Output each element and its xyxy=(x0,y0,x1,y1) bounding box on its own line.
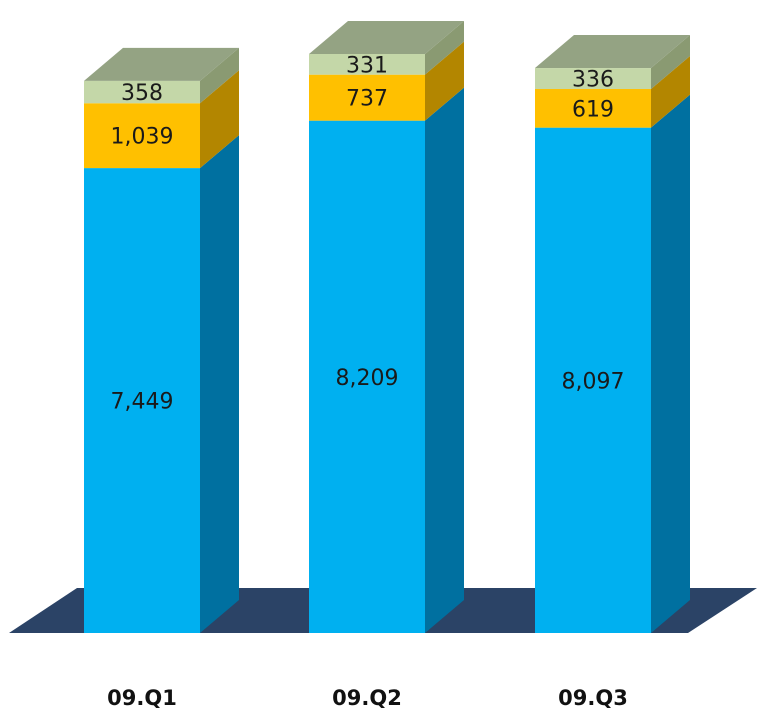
category-label: 09.Q2 xyxy=(332,686,402,710)
bar-segment-front xyxy=(84,103,200,169)
bar-segment-front xyxy=(535,89,651,128)
bar-segment-side xyxy=(425,21,464,75)
bar-top-face xyxy=(84,47,239,81)
bar-segment-side xyxy=(651,35,690,90)
bar-segment-side xyxy=(200,47,239,104)
bar-segment-side xyxy=(200,70,239,169)
bar-segment-side xyxy=(651,94,690,633)
bar-value-label: 336 xyxy=(572,68,614,93)
bar-segment-front xyxy=(535,68,651,90)
bar-value-label: 737 xyxy=(346,87,388,112)
bar-segment-front xyxy=(84,80,200,104)
bars-group xyxy=(84,21,690,633)
category-label: 09.Q3 xyxy=(558,686,628,710)
bar-segment-front xyxy=(84,168,200,633)
bar-segment-side xyxy=(425,87,464,633)
category-labels-group: 09.Q1 09.Q2 09.Q3 xyxy=(107,686,628,710)
bar-value-label: 358 xyxy=(121,81,163,106)
bar-value-label: 619 xyxy=(572,97,614,122)
bar-segment-side xyxy=(425,41,464,121)
category-label: 09.Q1 xyxy=(107,686,177,710)
bar-value-label: 331 xyxy=(346,53,388,78)
bar-segment-front xyxy=(309,74,425,121)
bar-value-label: 1,039 xyxy=(111,125,174,150)
bar-segment-front xyxy=(535,127,651,633)
bar-segment-front xyxy=(309,120,425,633)
bar-value-label: 7,449 xyxy=(111,390,174,415)
bar-top-face xyxy=(535,35,690,69)
bar-segment-side xyxy=(651,56,690,128)
bar-value-label: 8,209 xyxy=(336,366,399,391)
bar-segment-front xyxy=(309,54,425,75)
bar-value-label: 8,097 xyxy=(562,369,625,394)
data-labels-group: 7,449 1,039 358 8,209 737 331 8,097 619 336 xyxy=(111,53,625,414)
bar-segment-side xyxy=(200,135,239,633)
bar-top-face xyxy=(309,21,464,54)
